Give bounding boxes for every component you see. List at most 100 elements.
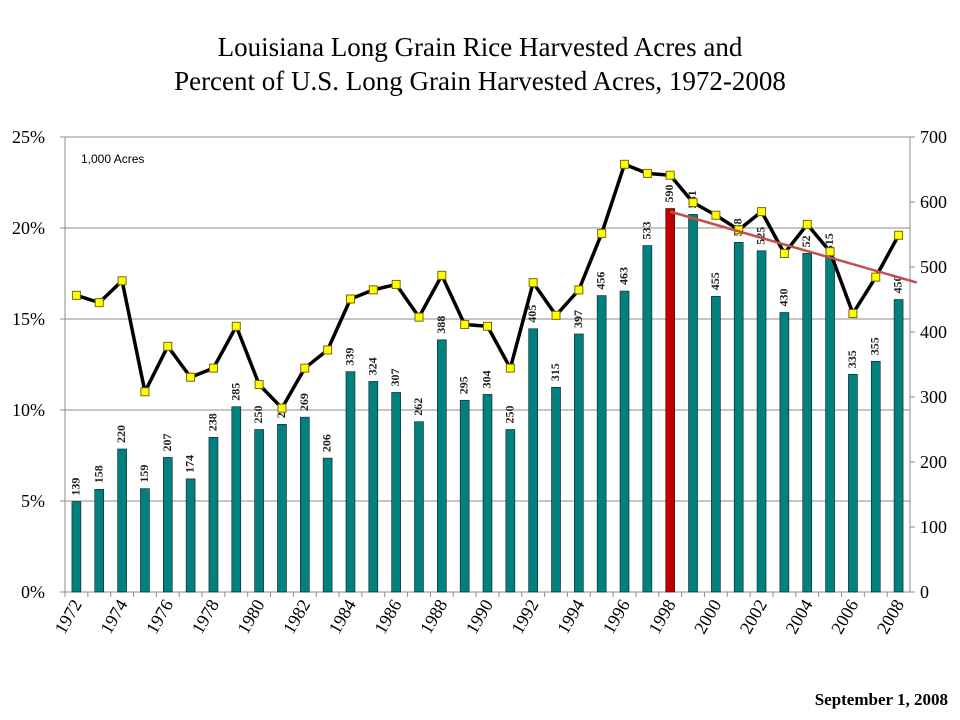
line-point-marker — [779, 248, 789, 258]
bar — [779, 312, 790, 593]
bar — [391, 392, 401, 593]
line-point-marker — [551, 310, 561, 320]
x-axis-tick-label: 2002 — [736, 596, 771, 637]
bar — [368, 381, 379, 593]
line-point-marker — [848, 309, 858, 319]
line-point-marker — [642, 168, 652, 178]
bar — [711, 295, 721, 593]
bar — [756, 250, 767, 593]
line-point-marker — [277, 403, 287, 413]
left-axis-tick-label: 15% — [12, 309, 45, 329]
bar-value-label: 52 — [799, 235, 813, 247]
bar — [322, 457, 333, 593]
bar — [208, 436, 219, 593]
bar-value-label: 533 — [639, 222, 653, 240]
x-axis-tick-label: 1974 — [96, 596, 131, 637]
line-point-marker — [505, 363, 515, 373]
line-point-marker — [391, 279, 401, 289]
bar-value-label: 339 — [342, 348, 356, 366]
bar — [642, 245, 653, 593]
line-point-marker — [802, 219, 812, 229]
bar — [505, 429, 516, 593]
x-axis-tick-label: 1978 — [188, 596, 223, 637]
bar — [162, 457, 173, 593]
bar — [870, 360, 881, 593]
x-axis-tick-label: 1998 — [644, 596, 679, 637]
bar — [71, 501, 82, 593]
bar-value-label: 206 — [320, 434, 334, 452]
line-point-marker — [231, 321, 241, 331]
right-axis-tick-label: 0 — [920, 582, 929, 602]
bar — [848, 373, 858, 593]
bar-value-label: 285 — [228, 383, 242, 401]
x-axis-tick-label: 1980 — [233, 596, 268, 637]
x-axis-tick-label: 2000 — [690, 596, 725, 637]
line-point-marker — [620, 159, 630, 169]
trendline — [669, 210, 918, 284]
bar-value-label: 315 — [548, 363, 562, 381]
line-point-marker — [711, 210, 721, 220]
bar — [619, 290, 630, 593]
bar-value-label: 590 — [662, 185, 676, 203]
bar-value-label: 158 — [91, 465, 105, 483]
line-point-marker — [460, 319, 470, 329]
x-axis-tick-label: 1992 — [507, 596, 542, 637]
line-point-marker — [757, 207, 767, 217]
bar — [596, 295, 607, 593]
bar — [482, 394, 493, 593]
x-axis-tick-label: 1994 — [553, 596, 588, 637]
line-point-marker — [208, 363, 218, 373]
line-point-marker — [825, 247, 835, 257]
bar — [665, 208, 676, 593]
left-axis-tick-label: 5% — [21, 491, 45, 511]
line-point-marker — [528, 278, 538, 288]
bar-value-label: 250 — [502, 406, 516, 424]
bar — [528, 328, 538, 593]
bar — [117, 448, 127, 593]
bar — [94, 488, 105, 593]
bar-value-label: 525 — [754, 227, 768, 245]
line-point-marker — [368, 285, 378, 295]
x-axis-tick-label: 1986 — [370, 596, 405, 637]
bar — [825, 256, 835, 593]
bar-value-label: 262 — [411, 398, 425, 416]
line-point-marker — [254, 380, 264, 390]
left-axis-tick-label: 25% — [12, 127, 45, 147]
line-point-marker — [688, 198, 698, 208]
left-axis-tick-label: 20% — [12, 218, 45, 238]
x-axis-tick-label: 1976 — [142, 596, 177, 637]
bar-value-label: 463 — [617, 267, 631, 285]
line-point-marker — [894, 230, 904, 240]
chart-title-line1: Louisiana Long Grain Rice Harvested Acre… — [217, 32, 743, 62]
bar-value-label: 207 — [160, 433, 174, 451]
line-point-marker — [597, 228, 607, 238]
bar — [437, 339, 447, 593]
bar — [733, 242, 744, 593]
line-point-marker — [414, 312, 424, 322]
line-point-marker — [300, 363, 310, 373]
bar-value-label: 304 — [480, 370, 494, 388]
bar — [140, 488, 150, 593]
x-axis-tick-label: 1988 — [416, 596, 451, 637]
bar-value-label: 250 — [251, 406, 265, 424]
line-point-marker — [140, 387, 150, 397]
chart-title-line2: Percent of U.S. Long Grain Harvested Acr… — [174, 66, 786, 96]
right-axis-tick-label: 700 — [920, 127, 947, 147]
bar-value-label: 307 — [388, 368, 402, 386]
bar — [893, 299, 904, 593]
left-axis-tick-label: 0% — [21, 582, 45, 602]
bar-value-label: 238 — [205, 413, 219, 431]
bar — [231, 406, 242, 593]
line-point-marker — [483, 321, 492, 331]
x-axis-tick-label: 2006 — [827, 596, 862, 637]
bar-value-label: 174 — [183, 455, 197, 473]
line-point-marker — [437, 270, 447, 280]
right-axis-tick-label: 400 — [920, 322, 947, 342]
bar-value-label: 405 — [525, 305, 539, 323]
right-axis-tick-label: 200 — [920, 452, 947, 472]
bar — [254, 429, 264, 593]
x-axis-tick-label: 2004 — [781, 596, 816, 637]
line-point-marker — [665, 170, 675, 180]
line-point-marker — [186, 372, 196, 382]
bar-value-label: 324 — [365, 357, 379, 375]
